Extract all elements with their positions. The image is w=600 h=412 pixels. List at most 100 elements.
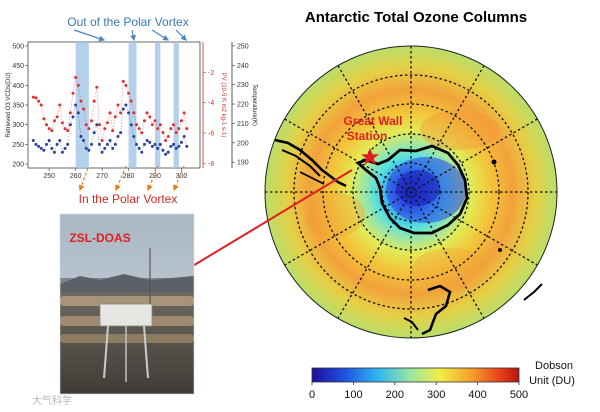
series-1-point (142, 142, 146, 146)
series-0-point (87, 127, 91, 131)
series-1-point (116, 135, 120, 138)
photo-label: ZSL-DOAS (69, 231, 130, 245)
main-title: Antarctic Total Ozone Columns (305, 9, 527, 26)
series-0-point (145, 111, 149, 115)
pv-tick-label: -4 (208, 100, 214, 107)
series-1-point (105, 142, 109, 146)
series-0-point (52, 119, 56, 123)
station-to-photo-arrow (173, 169, 353, 278)
series-1-point (145, 138, 149, 142)
series-1-point (113, 142, 117, 146)
left-tick-label: 500 (12, 43, 24, 50)
series-1-point (95, 123, 99, 127)
series-0-point (97, 123, 101, 127)
series-1-point (63, 146, 67, 150)
vortex-band-2 (155, 42, 161, 168)
series-1-point (68, 123, 72, 127)
series-0-point (31, 95, 35, 99)
series-0-point (84, 123, 88, 127)
temp-axis-label: Temperature(K) (251, 84, 257, 126)
series-1-point (111, 146, 115, 150)
colorbar: 0 100 200 300 400 500 (309, 367, 528, 401)
series-0-point (119, 111, 123, 115)
series-0-point (42, 117, 46, 121)
series-1-point (90, 142, 94, 146)
series-0-point (161, 131, 165, 135)
series-1-point (137, 146, 141, 150)
series-1-point (103, 146, 107, 150)
colorbar-tick-label: 300 (427, 389, 445, 401)
antarctica-coastline (355, 144, 469, 235)
series-0-point (158, 123, 162, 127)
series-0-point (156, 127, 160, 131)
station-label-line1: Great Wall (344, 114, 403, 128)
great-wall-station-marker (361, 148, 379, 165)
series-0-point (121, 79, 125, 83)
series-1-point (124, 103, 128, 107)
series-0-point (92, 99, 96, 103)
series-1-point (47, 138, 51, 142)
series-0-point (164, 138, 168, 142)
series-0-point (100, 138, 104, 142)
series-0-point (95, 85, 99, 89)
series-0-point (37, 99, 41, 103)
series-1-point (132, 135, 136, 138)
series-0-point (116, 103, 120, 107)
series-0-point (174, 131, 178, 135)
series-0-point (111, 129, 115, 133)
series-0-point (63, 127, 67, 131)
south-america-coast (274, 138, 347, 188)
series-1-point (121, 107, 125, 111)
series-1-point (60, 150, 64, 154)
series-1-point (177, 144, 181, 148)
series-0-point (166, 135, 170, 138)
series-1-point (164, 152, 168, 156)
australia-coast (421, 284, 452, 336)
series-1-point (148, 140, 152, 144)
pv-tick-label: -6 (208, 131, 214, 138)
x-tick-label: 260 (70, 173, 82, 180)
time-series-chart: 250 260 270 280 290 300 200 250 300 350 400 450 500 -… (12, 41, 249, 180)
series-0-point (132, 111, 136, 115)
out-vortex-arrows (73, 29, 187, 42)
x-tick-label: 250 (43, 173, 55, 180)
series-0-point (127, 91, 131, 95)
series-0-line (33, 77, 188, 141)
series-0-point (142, 119, 146, 123)
series-0-point (140, 131, 144, 135)
series-1-point (119, 131, 123, 135)
series-1-point (153, 142, 157, 146)
series-1-point (34, 142, 38, 146)
series-1-point (129, 123, 133, 127)
series-1-point (158, 142, 162, 146)
series-1-point (169, 144, 173, 148)
pv-tick-label: -8 (208, 161, 214, 168)
colorbar-unit-line2: Unit (DU) (529, 375, 575, 387)
series-0-point (169, 127, 173, 131)
meridian-gridlines (265, 46, 557, 338)
series-1-point (84, 146, 88, 150)
series-1-point (172, 142, 176, 146)
colorbar-tick-label: 500 (510, 389, 528, 401)
vortex-band-1 (128, 42, 137, 168)
left-tick-label: 300 (12, 122, 24, 129)
series-1-point (174, 146, 178, 150)
series-0-point (39, 103, 43, 107)
series-0-point (185, 127, 189, 131)
left-axis-label: Retrieved O3 VCDs(DU) (6, 72, 12, 137)
temp-tick-label: 190 (237, 160, 249, 167)
series-1-point (100, 150, 104, 154)
series-1-point (166, 150, 170, 154)
series-1-point (79, 135, 83, 138)
series-0-point (79, 99, 83, 103)
series-0-point (50, 129, 54, 133)
polar-ozone-map (264, 45, 558, 339)
series-0-point (68, 111, 72, 115)
series-1-point (31, 138, 35, 142)
x-tick-label: 270 (96, 173, 108, 180)
series-0-point (113, 115, 117, 119)
series-0-point (124, 83, 128, 87)
series-1-point (161, 148, 165, 152)
series-1-point (52, 150, 56, 154)
temp-tick-label: 210 (237, 121, 249, 128)
